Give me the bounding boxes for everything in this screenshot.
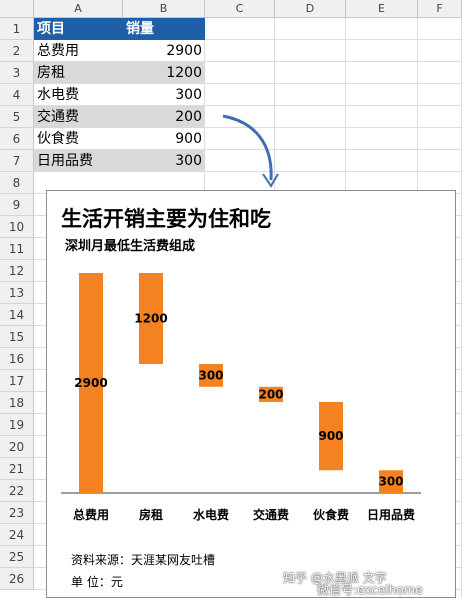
gridline-horizontal: [34, 149, 462, 150]
category-label-3: 交通费: [253, 507, 289, 522]
cell-item-value[interactable]: 300: [123, 150, 205, 172]
cell-b1-header[interactable]: 销量: [123, 18, 205, 40]
cell-item-value[interactable]: 900: [175, 131, 202, 147]
row-header-11[interactable]: 11: [0, 238, 34, 260]
chart-unit-note: 单 位：元: [71, 575, 123, 589]
row-header-17[interactable]: 17: [0, 370, 34, 392]
row-header-26[interactable]: 26: [0, 568, 34, 590]
bar-1[interactable]: [139, 273, 163, 365]
row-header-24[interactable]: 24: [0, 524, 34, 546]
cell-item-name[interactable]: 房租: [34, 62, 123, 84]
row-header-14[interactable]: 14: [0, 304, 34, 326]
data-label-4: 900: [318, 429, 343, 443]
row-header-23[interactable]: 23: [0, 502, 34, 524]
data-label-0: 2900: [74, 376, 107, 390]
row-header-8[interactable]: 8: [0, 172, 34, 194]
cell-item-name[interactable]: 伙食费: [37, 131, 79, 147]
category-label-4: 伙食费: [313, 507, 349, 522]
cell-item-name[interactable]: 总费用: [37, 43, 79, 59]
gridline-horizontal: [34, 171, 462, 172]
row-header-22[interactable]: 22: [0, 480, 34, 502]
bar-5[interactable]: [379, 470, 403, 493]
row-header-2[interactable]: 2: [0, 40, 34, 62]
select-all-corner[interactable]: [0, 0, 34, 18]
column-header-e[interactable]: E: [346, 0, 418, 18]
row-header-21[interactable]: 21: [0, 458, 34, 480]
cell-item-value[interactable]: 200: [123, 106, 205, 128]
cell-a1-header[interactable]: 项目: [34, 18, 123, 40]
cell-item-name[interactable]: 交通费: [34, 106, 123, 128]
row-header-15[interactable]: 15: [0, 326, 34, 348]
row-header-13[interactable]: 13: [0, 282, 34, 304]
cell-item-name[interactable]: 日用品费: [34, 150, 123, 172]
category-label-2: 水电费: [193, 507, 229, 522]
gridline-horizontal: [34, 83, 462, 84]
bar-0[interactable]: [79, 273, 103, 493]
gridline-horizontal: [34, 39, 462, 40]
category-label-1: 房租: [139, 507, 163, 522]
bar-2[interactable]: [199, 364, 223, 387]
data-label-2: 300: [198, 368, 223, 382]
bar-3[interactable]: [259, 386, 283, 402]
column-header-f[interactable]: F: [418, 0, 462, 18]
row-header-7[interactable]: 7: [0, 150, 34, 172]
row-header-4[interactable]: 4: [0, 84, 34, 106]
cell-item-value[interactable]: 2900: [166, 43, 202, 59]
category-label-5: 日用品费: [367, 507, 415, 522]
row-header-1[interactable]: 1: [0, 18, 34, 40]
cell-item-name[interactable]: 水电费: [37, 87, 79, 103]
row-header-3[interactable]: 3: [0, 62, 34, 84]
data-label-3: 200: [258, 387, 283, 401]
column-header-b[interactable]: B: [123, 0, 205, 18]
row-header-19[interactable]: 19: [0, 414, 34, 436]
chart-title: 生活开销主要为住和吃: [61, 207, 271, 231]
row-header-12[interactable]: 12: [0, 260, 34, 282]
row-header-10[interactable]: 10: [0, 216, 34, 238]
row-header-5[interactable]: 5: [0, 106, 34, 128]
row-header-6[interactable]: 6: [0, 128, 34, 150]
row-header-25[interactable]: 25: [0, 546, 34, 568]
row-header-16[interactable]: 16: [0, 348, 34, 370]
column-header-a[interactable]: A: [34, 0, 123, 18]
gridline-horizontal: [34, 61, 462, 62]
bar-4[interactable]: [319, 401, 343, 471]
chart-plot-area: 2900 总费用 1200 房租 300 水电费 200 交通费 900 伙食费 300 日用品费: [61, 273, 421, 522]
cell-item-value[interactable]: 300: [175, 87, 202, 103]
column-header-c[interactable]: C: [205, 0, 275, 18]
row-header-9[interactable]: 9: [0, 194, 34, 216]
connector-arrow: [222, 114, 279, 188]
gridline-horizontal: [34, 105, 462, 106]
chart-subtitle: 深圳月最低生活费组成: [65, 239, 196, 254]
column-header-d[interactable]: D: [275, 0, 346, 18]
row-header-20[interactable]: 20: [0, 436, 34, 458]
category-label-0: 总费用: [73, 507, 109, 522]
data-label-1: 1200: [134, 312, 167, 326]
watermark-text-2: 微信号:exceIhome: [317, 583, 423, 597]
chart-source-note: 资料来源：天涯某网友吐槽: [71, 553, 216, 567]
cell-item-value[interactable]: 1200: [123, 62, 205, 84]
watermark-text-1: 知乎 @水墨派 文字: [283, 571, 387, 585]
row-header-18[interactable]: 18: [0, 392, 34, 414]
data-label-5: 300: [378, 475, 403, 489]
waterfall-chart[interactable]: 生活开销主要为住和吃 深圳月最低生活费组成 2900 总费用 1200 房租 300 水电…: [46, 190, 456, 598]
